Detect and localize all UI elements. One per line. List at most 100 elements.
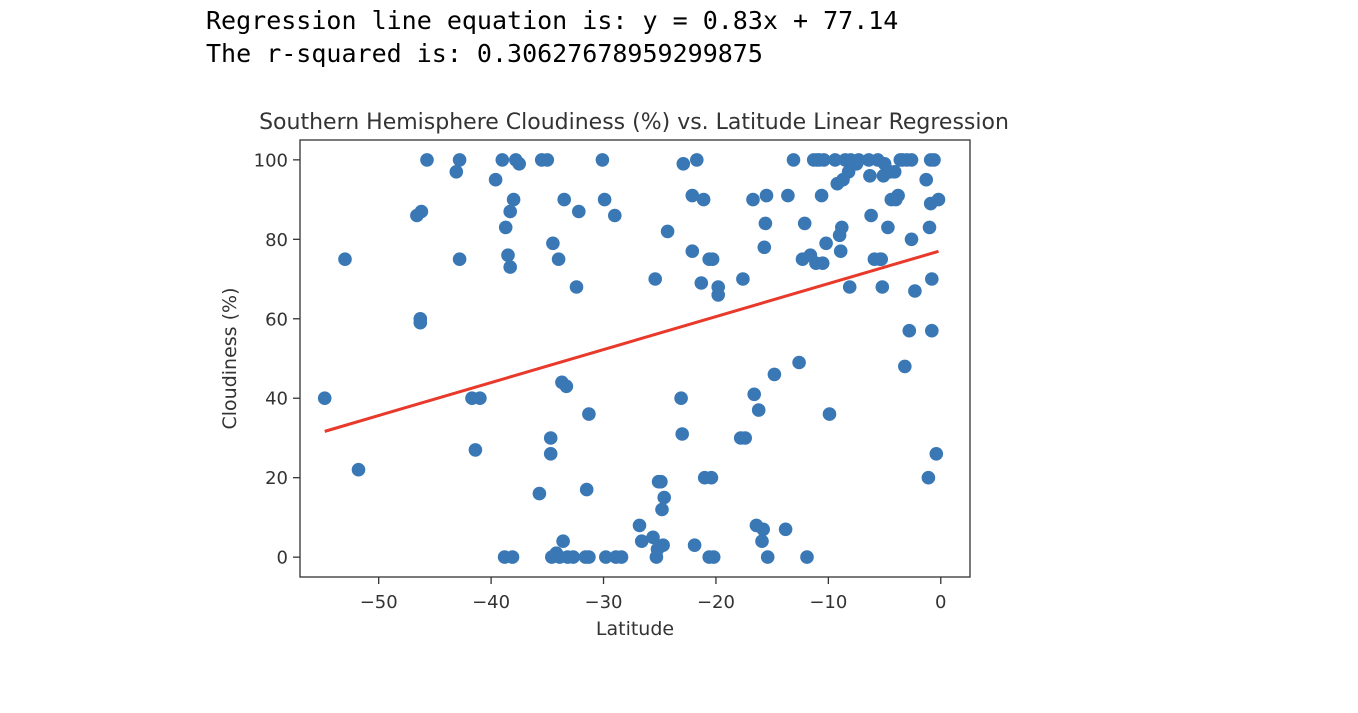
data-point [559,379,574,394]
data-point [746,192,760,207]
data-point [863,169,877,183]
data-point [736,272,750,286]
data-point [597,192,612,207]
data-point [922,220,937,235]
x-tick-label: −40 [472,592,510,613]
data-point [828,153,842,167]
data-point [414,204,429,219]
data-point [696,192,711,207]
data-point [781,188,795,203]
data-point [904,232,919,247]
data-point [931,192,946,207]
data-point [851,153,866,167]
data-point [797,216,812,231]
data-point [599,550,613,564]
data-point [420,153,434,167]
data-point [835,220,849,235]
data-point [579,482,594,497]
chart-title: Southern Hemisphere Cloudiness (%) vs. L… [259,110,1009,135]
regression-equation-text: Regression line equation is: y = 0.83x +… [206,6,899,35]
data-point [921,470,936,485]
data-point [634,534,649,548]
data-point [800,550,814,564]
data-point [842,280,857,294]
data-point [815,256,830,271]
data-point [927,153,941,167]
data-point [452,153,467,167]
y-tick-label: 40 [265,389,288,410]
data-point [566,550,580,564]
data-point [338,252,352,266]
data-point [822,407,837,421]
data-point [778,522,793,537]
data-point [632,518,647,533]
data-point [705,252,720,266]
y-axis-label: Cloudiness (%) [219,288,241,430]
data-point [756,522,770,537]
regression-line-group [324,249,939,433]
data-point [501,248,515,262]
data-point [706,550,721,564]
data-point [925,272,939,286]
data-point [557,192,571,207]
data-point [902,323,917,338]
data-point [657,490,671,505]
y-tick-label: 100 [254,150,288,171]
data-point [582,407,596,421]
data-point [675,427,689,441]
data-point [532,486,547,501]
y-tick-label: 20 [265,468,288,489]
y-tick-label: 0 [277,548,288,569]
data-point [488,172,503,187]
data-point [656,538,670,552]
data-point [582,550,596,564]
data-point [506,192,521,207]
data-point [751,403,766,417]
data-point [908,284,922,298]
y-tick-label: 80 [265,230,288,251]
data-point [759,188,774,203]
data-point [875,280,890,294]
data-point [864,208,878,223]
data-point [556,534,570,548]
regression-line [324,249,939,433]
data-point [898,359,912,374]
data-point [817,153,831,167]
data-point [595,153,610,167]
data-point [929,447,944,461]
data-point [512,157,526,171]
data-point [569,280,584,294]
y-axis: 0 20 40 60 80 100 [254,150,300,569]
data-point [540,153,555,167]
data-point [614,550,629,564]
data-point [685,244,700,258]
data-point [498,220,513,235]
data-point [887,165,902,179]
data-point [760,550,775,564]
data-point [452,252,467,266]
data-point [543,431,558,445]
data-point [694,276,709,290]
data-point [786,153,801,167]
data-point [654,474,668,489]
y-tick-label: 60 [265,309,288,330]
data-point [755,534,769,548]
data-point [473,391,487,406]
data-point [757,240,772,255]
x-tick-label: −50 [360,592,398,613]
data-point [814,188,829,203]
data-point [874,252,888,266]
data-point [674,391,688,406]
r-squared-text: The r-squared is: 0.30627678959299875 [206,39,763,68]
data-point [413,315,428,330]
data-point [904,153,919,167]
data-point [833,244,848,258]
data-point [648,272,662,286]
data-point [317,391,332,406]
data-point [655,502,669,517]
data-point [819,236,833,251]
data-point [351,462,366,477]
data-point [685,188,700,203]
